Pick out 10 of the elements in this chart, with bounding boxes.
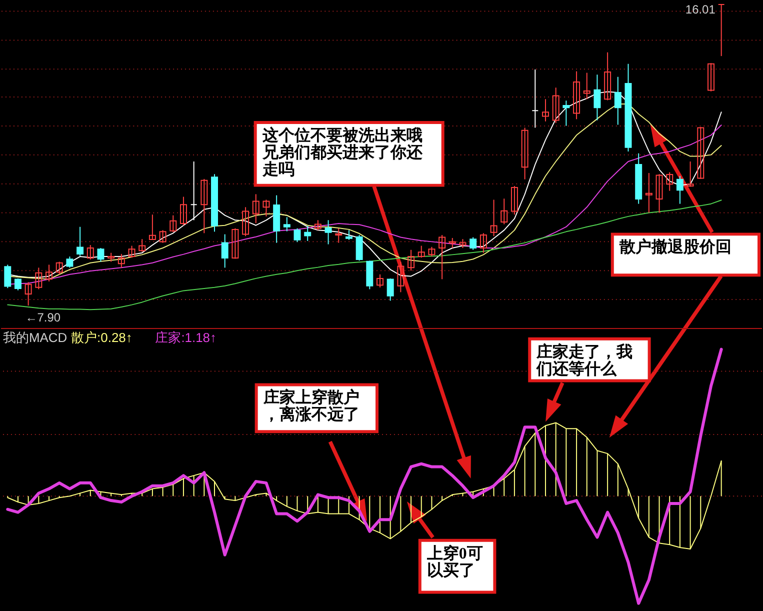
annotation: 散户撤退股价回 <box>618 238 732 256</box>
annotation: 上穿0可以买了 <box>426 544 483 580</box>
text: 庄家:1.18↑ <box>155 330 216 345</box>
annotation: 庄家上穿散户，离涨不远了 <box>262 388 360 424</box>
chart-title: 我的MACD <box>2 330 68 345</box>
text: ←7.90 <box>25 310 61 325</box>
annotation: 这个位不要被洗出来哦兄弟们都买进来了你还走吗 <box>261 126 424 178</box>
text: 散户:0.28↑ <box>71 330 132 345</box>
text: 16.01 <box>685 2 716 16</box>
annotation: 庄家走了，我们还等什么 <box>536 342 633 378</box>
